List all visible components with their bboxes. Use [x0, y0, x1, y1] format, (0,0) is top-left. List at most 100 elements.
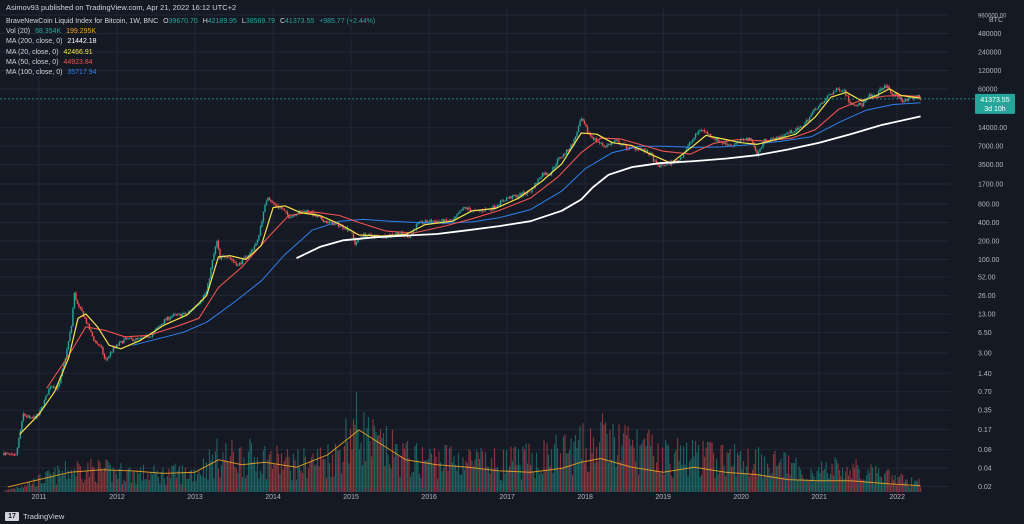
- candle-body-481: [724, 142, 727, 144]
- volume-bar-312: [471, 460, 473, 492]
- candle-body-349: [526, 191, 529, 194]
- volume-bar-133: [202, 458, 205, 492]
- candle-body-96: [147, 335, 149, 338]
- volume-bar-150: [228, 463, 230, 492]
- volume-bar-6: [12, 488, 14, 492]
- volume-bar-505: [760, 454, 763, 492]
- volume-bar-156: [237, 472, 239, 492]
- legend-indicator-ma20[interactable]: MA (20, close, 0) 42466.91: [6, 48, 93, 56]
- volume-bar-114: [174, 463, 176, 492]
- legend-indicator-ma50[interactable]: MA (50, close, 0) 44923.84: [6, 58, 93, 66]
- volume-bar-594: [894, 475, 896, 492]
- candle-body-1: [4, 452, 7, 455]
- volume-bar-222: [336, 449, 338, 492]
- volume-bar-160: [243, 457, 245, 492]
- legend-indicator-ma200[interactable]: MA (200, close, 0) 21442.18: [6, 38, 97, 46]
- candle-body-217: [328, 221, 331, 223]
- legend-symbol-row[interactable]: BraveNewCoin Liquid Index for Bitcoin, 1…: [6, 17, 375, 27]
- candle-body-574: [864, 100, 866, 103]
- candle-body-17: [28, 415, 31, 418]
- volume-bar-534: [804, 480, 806, 492]
- volume-bar-379: [571, 475, 574, 492]
- volume-bar-576: [867, 469, 869, 492]
- candle-body-85: [130, 337, 133, 339]
- volume-bar-169: [256, 457, 259, 492]
- volume-bar-372: [561, 468, 563, 492]
- candle-body-495: [745, 137, 748, 140]
- tradingview-logo-icon: 17: [5, 512, 19, 521]
- volume-bar-215: [325, 477, 328, 492]
- price-tick-3: 120000: [978, 68, 1001, 75]
- volume-bar-584: [879, 476, 881, 492]
- volume-bar-451: [679, 445, 682, 492]
- volume-bar-52: [81, 479, 83, 492]
- volume-bar-135: [205, 462, 208, 492]
- candle-body-404: [609, 144, 611, 145]
- volume-bar-213: [322, 458, 325, 492]
- candle-body-115: [175, 314, 178, 316]
- volume-bar-141: [214, 451, 217, 492]
- volume-bar-581: [874, 465, 877, 492]
- volume-bar-22: [36, 485, 38, 492]
- volume-bar-183: [277, 453, 280, 492]
- volume-bar-180: [273, 464, 275, 492]
- volume-bar-458: [690, 459, 692, 492]
- candle-body-164: [249, 252, 251, 256]
- volume-bar-101: [154, 472, 157, 492]
- volume-bar-170: [258, 478, 260, 492]
- volume-bar-501: [754, 449, 757, 492]
- volume-bar-308: [465, 460, 467, 492]
- volume-bar-84: [129, 467, 131, 492]
- legend-indicator-ma100[interactable]: MA (100, close, 0) 35717.94: [6, 68, 97, 76]
- candle-body-189: [286, 211, 289, 216]
- price-tick-14: 26.00: [978, 293, 996, 300]
- volume-bar-384: [579, 426, 581, 492]
- volume-bar-556: [837, 463, 839, 492]
- candle-body-590: [888, 86, 890, 90]
- price-tick-5: 14000.00: [978, 125, 1007, 132]
- candle-body-461: [694, 133, 697, 138]
- volume-bar-109: [166, 475, 169, 492]
- price-tick-9: 800.00: [978, 202, 1000, 209]
- volume-bar-142: [216, 438, 218, 492]
- volume-bar-385: [580, 458, 583, 492]
- candle-body-362: [546, 172, 548, 175]
- candle-body-419: [631, 146, 634, 148]
- candle-body-336: [507, 197, 509, 199]
- volume-bar-158: [240, 447, 242, 492]
- candle-body-36: [57, 386, 59, 389]
- volume-bar-332: [501, 480, 503, 492]
- volume-bar-59: [91, 467, 94, 492]
- volume-bar-188: [285, 457, 287, 492]
- volume-bar-498: [750, 473, 752, 492]
- legend-indicator-volume[interactable]: Vol (20) 68.354K 199.295K: [6, 28, 97, 36]
- candle-body-275: [415, 224, 418, 230]
- volume-bar-65: [100, 469, 103, 492]
- price-tick-13: 52.00: [978, 274, 996, 281]
- volume-bar-263: [397, 456, 400, 492]
- candle-body-159: [241, 259, 244, 265]
- candle-body-552: [831, 93, 833, 95]
- candle-body-109: [166, 316, 169, 320]
- candle-body-79: [121, 341, 124, 344]
- volume-bar-10: [18, 488, 20, 492]
- volume-bar-62: [96, 483, 98, 492]
- tradingview-branding[interactable]: 17 TradingView: [5, 512, 64, 521]
- time-axis[interactable]: 2011 2012 2013 2014 2015 2016 2017 2018 2019 2020…: [31, 494, 905, 501]
- candle-body-487: [733, 144, 736, 147]
- volume-bar-390: [588, 471, 590, 492]
- candle-body-261: [394, 234, 397, 235]
- volume-bar-344: [519, 465, 521, 492]
- candle-body-80: [123, 339, 125, 344]
- candle-body-524: [789, 130, 791, 134]
- volume-bar-341: [514, 446, 517, 492]
- time-tick-2018: 2018: [577, 494, 593, 501]
- volume-bar-479: [721, 444, 724, 492]
- candle-body-343: [517, 196, 520, 198]
- volume-bar-192: [291, 480, 293, 492]
- candle-body-373: [562, 153, 565, 157]
- volume-bar-397: [598, 442, 601, 492]
- price-tick-10: 400.00: [978, 220, 1000, 227]
